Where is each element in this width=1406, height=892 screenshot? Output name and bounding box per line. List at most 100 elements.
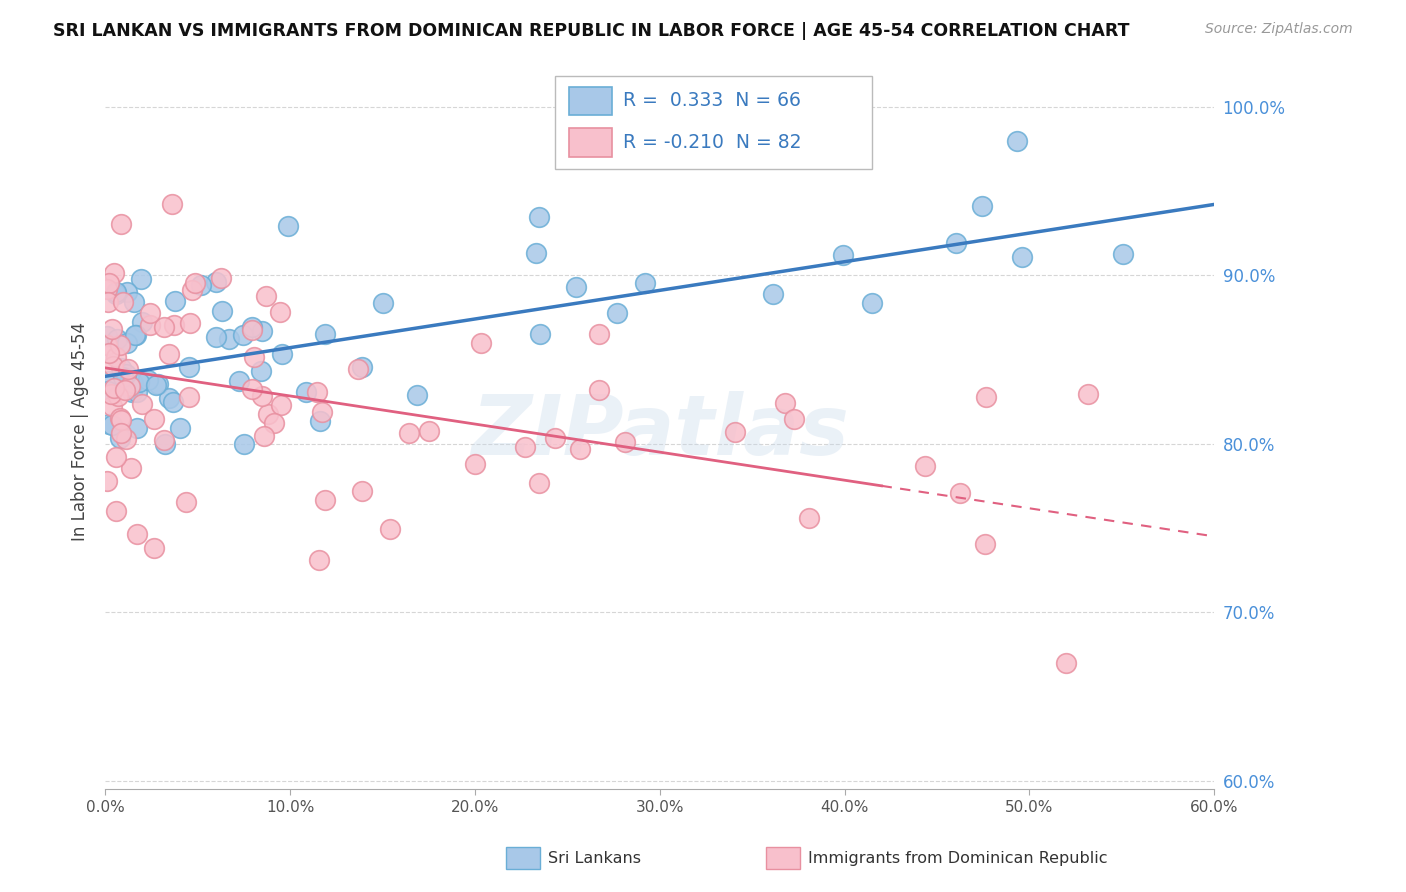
Point <box>832 248 855 262</box>
Point <box>307 384 329 399</box>
Point <box>470 335 492 350</box>
Point <box>371 295 394 310</box>
Point <box>107 390 129 404</box>
Point <box>240 323 263 337</box>
Point <box>145 377 167 392</box>
Point <box>252 324 274 338</box>
Point <box>974 537 997 551</box>
Point <box>209 271 232 285</box>
Point <box>97 374 120 388</box>
Point <box>117 285 139 299</box>
Point <box>350 483 373 498</box>
Point <box>101 399 124 413</box>
Point <box>263 416 285 430</box>
Point <box>860 296 883 310</box>
Point <box>103 266 125 280</box>
Point <box>174 494 197 508</box>
Point <box>177 390 200 404</box>
Point <box>378 522 401 536</box>
Point <box>114 383 136 397</box>
Point <box>529 326 551 341</box>
Point <box>117 362 139 376</box>
Point <box>120 460 142 475</box>
Text: ZIPatlas: ZIPatlas <box>471 391 849 472</box>
Point <box>634 276 657 290</box>
Point <box>1054 656 1077 670</box>
Point <box>127 384 149 399</box>
Point <box>799 511 821 525</box>
Point <box>309 414 332 428</box>
Point <box>972 199 994 213</box>
Point <box>111 369 134 384</box>
Point <box>152 319 174 334</box>
Point <box>146 377 169 392</box>
Point <box>138 318 160 332</box>
Point <box>129 272 152 286</box>
Point <box>346 362 368 376</box>
Point <box>142 412 165 426</box>
Point <box>108 338 131 352</box>
Point <box>131 315 153 329</box>
Text: Source: ZipAtlas.com: Source: ZipAtlas.com <box>1205 22 1353 37</box>
Point <box>165 294 187 309</box>
Point <box>1005 134 1028 148</box>
Point <box>242 350 264 364</box>
Text: R =  0.333  N = 66: R = 0.333 N = 66 <box>623 91 801 111</box>
Point <box>128 375 150 389</box>
Point <box>314 493 336 508</box>
Point <box>97 417 120 431</box>
Point <box>110 361 132 376</box>
Point <box>232 327 254 342</box>
Point <box>240 320 263 334</box>
Point <box>101 418 124 433</box>
Text: R = -0.210  N = 82: R = -0.210 N = 82 <box>623 133 801 153</box>
Point <box>105 286 128 301</box>
Point <box>108 432 131 446</box>
Point <box>101 359 124 373</box>
Point <box>179 360 201 375</box>
Point <box>136 373 159 387</box>
Point <box>181 283 204 297</box>
Point <box>110 413 132 427</box>
Point <box>270 347 292 361</box>
Point <box>256 289 278 303</box>
Point <box>228 374 250 388</box>
Point <box>121 385 143 400</box>
Point <box>124 328 146 343</box>
Point <box>277 219 299 234</box>
Point <box>515 440 537 454</box>
Point <box>108 411 131 425</box>
Text: Sri Lankans: Sri Lankans <box>548 851 641 865</box>
Point <box>398 426 420 441</box>
Text: Immigrants from Dominican Republic: Immigrants from Dominican Republic <box>808 851 1108 865</box>
Point <box>250 363 273 377</box>
Point <box>914 459 936 474</box>
Point <box>524 245 547 260</box>
Point <box>96 338 118 352</box>
Point <box>724 425 747 439</box>
Point <box>464 457 486 471</box>
Point <box>96 329 118 343</box>
Point <box>569 442 592 456</box>
Point <box>105 504 128 518</box>
Point <box>270 398 292 412</box>
Point <box>205 275 228 289</box>
Point <box>232 436 254 450</box>
Point <box>606 305 628 319</box>
Point <box>157 346 180 360</box>
Point <box>131 397 153 411</box>
Point <box>169 421 191 435</box>
Point <box>257 408 280 422</box>
Point <box>157 391 180 405</box>
Point <box>97 384 120 398</box>
Point <box>98 346 121 360</box>
Point <box>101 322 124 336</box>
Point <box>104 350 127 364</box>
Point <box>104 450 127 464</box>
Text: SRI LANKAN VS IMMIGRANTS FROM DOMINICAN REPUBLIC IN LABOR FORCE | AGE 45-54 CORR: SRI LANKAN VS IMMIGRANTS FROM DOMINICAN … <box>53 22 1130 40</box>
Point <box>98 276 121 290</box>
Point <box>211 304 233 318</box>
Point <box>949 485 972 500</box>
Point <box>527 476 550 491</box>
Point <box>240 382 263 396</box>
